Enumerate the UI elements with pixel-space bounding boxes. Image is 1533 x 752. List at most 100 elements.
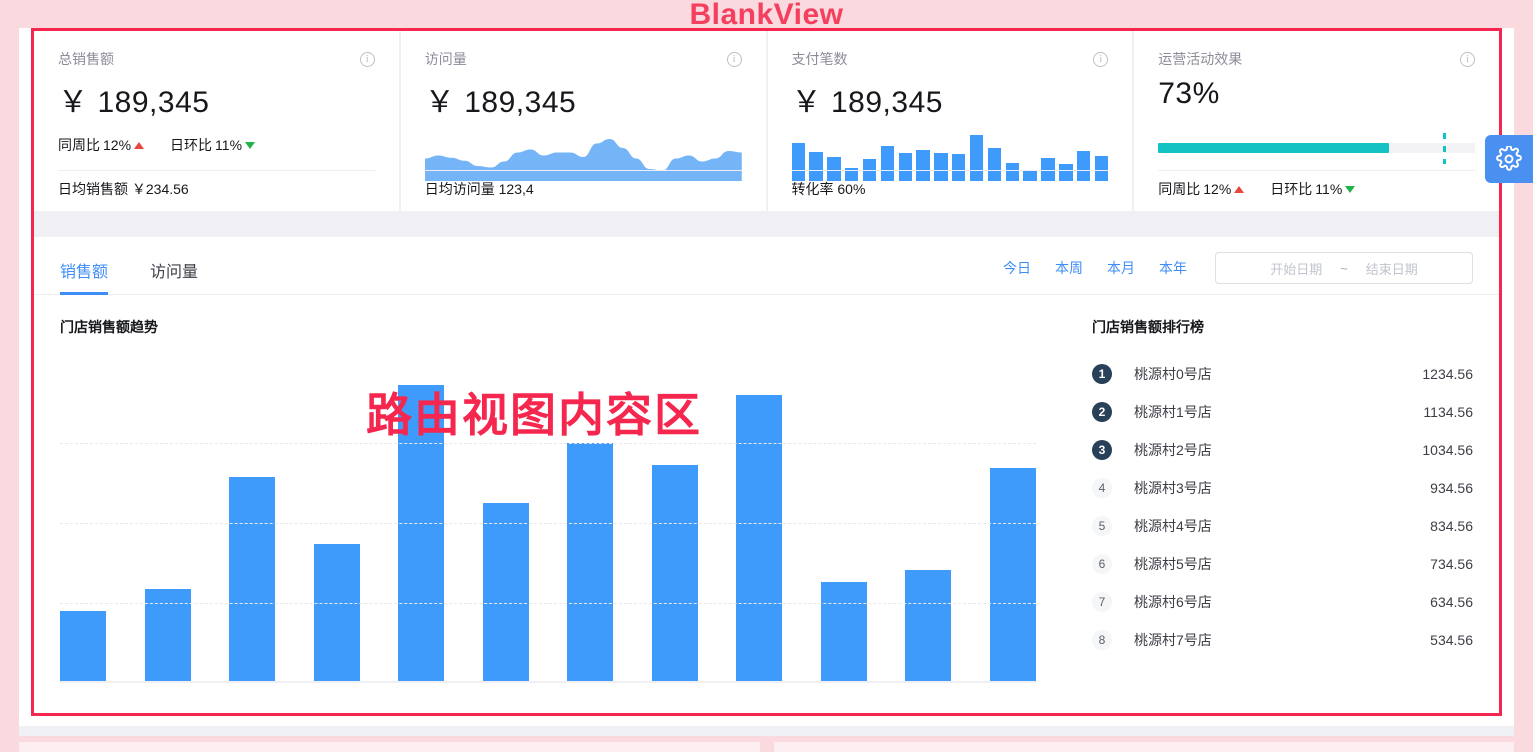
rank-amount: 634.56 — [1430, 594, 1473, 610]
ranking-row[interactable]: 4 桃源村3号店 934.56 — [1092, 469, 1473, 507]
rank-badge: 1 — [1092, 364, 1112, 384]
card-footer: 日均销售额 ￥234.56 — [58, 179, 189, 199]
mini-bar — [1094, 155, 1109, 181]
mini-bar — [987, 148, 1002, 181]
main-panel: 销售额 访问量 今日 本周 本月 本年 开始日期 ~ 结束日期 — [34, 237, 1499, 713]
trend-row: 同周比 12% 日环比 11% — [58, 135, 375, 155]
panel-content: 门店销售额趋势 门店销售额排行榜 1 桃源村0号店 1234.56 2 桃源村1号店 11… — [34, 295, 1499, 683]
chart-bar — [398, 385, 445, 681]
date-range-picker[interactable]: 开始日期 ~ 结束日期 — [1215, 252, 1473, 284]
chart-bars — [60, 363, 1036, 681]
mini-bar — [1005, 162, 1019, 181]
arrow-up-icon — [134, 141, 145, 149]
ghost-card — [19, 742, 760, 752]
ranking-row[interactable]: 6 桃源村5号店 734.56 — [1092, 545, 1473, 583]
rank-store-name: 桃源村0号店 — [1134, 366, 1212, 382]
ranking-list: 1 桃源村0号店 1234.56 2 桃源村1号店 1134.56 3 桃源村2号店 1034.… — [1092, 355, 1473, 659]
date-start-input[interactable]: 开始日期 — [1270, 261, 1323, 277]
info-icon[interactable]: i — [359, 51, 375, 67]
chart-bar — [736, 394, 783, 681]
stat-cards-row: 总销售额 i ￥ 189,345 同周比 12% — [34, 31, 1499, 211]
card-value: 73% — [1158, 77, 1475, 111]
ranking-row[interactable]: 2 桃源村1号店 1134.56 — [1092, 393, 1473, 431]
info-icon[interactable]: i — [726, 51, 742, 67]
trend-value: 11% — [1315, 181, 1343, 197]
trend-label: 日环比 — [170, 137, 213, 153]
footer-value: ￥234.56 — [131, 181, 189, 197]
value-number: 189,345 — [464, 86, 577, 119]
mini-bar — [1041, 158, 1055, 181]
arrow-up-icon — [1234, 185, 1245, 193]
range-this-month[interactable]: 本月 — [1107, 260, 1135, 276]
mini-bar — [898, 153, 912, 181]
bottom-strip — [19, 726, 1514, 736]
trend-day-over-day: 日环比 11% — [1270, 179, 1356, 199]
card-header: 总销售额 i — [58, 49, 375, 69]
card-footer: 同周比 12% 日环比 11% — [1158, 179, 1356, 199]
date-end-input[interactable]: 结束日期 — [1365, 261, 1418, 277]
range-today[interactable]: 今日 — [1003, 260, 1031, 276]
card-header: 运营活动效果 i — [1158, 49, 1475, 69]
rank-amount: 1034.56 — [1422, 442, 1473, 458]
info-icon[interactable]: i — [1093, 51, 1109, 67]
value-number: 189,345 — [831, 86, 943, 119]
footer-value: 123,4 — [498, 181, 534, 197]
card-header: 支付笔数 i — [792, 49, 1109, 69]
rank-badge: 4 — [1092, 478, 1112, 498]
chart-bar — [567, 442, 614, 681]
range-this-year[interactable]: 本年 — [1159, 260, 1187, 276]
footer-label: 日均销售额 — [58, 181, 128, 197]
card-middle — [424, 135, 742, 181]
card-header: 访问量 i — [425, 49, 742, 69]
rank-badge: 3 — [1092, 440, 1112, 460]
mini-bar — [880, 145, 895, 181]
mini-bar — [916, 149, 930, 181]
mini-bar — [1023, 171, 1037, 181]
mini-bar — [845, 167, 859, 181]
footer-label: 转化率 — [791, 181, 834, 197]
mini-bar — [1077, 150, 1091, 181]
stat-card-total-sales[interactable]: 总销售额 i ￥ 189,345 同周比 12% — [34, 31, 399, 211]
stat-card-visits[interactable]: 访问量 i ￥ 189,345 日均访问量 123,4 — [400, 31, 766, 211]
rank-store-name: 桃源村1号店 — [1134, 404, 1212, 420]
ranking-row[interactable]: 5 桃源村4号店 834.56 — [1092, 507, 1473, 545]
tab-visits[interactable]: 访问量 — [150, 264, 199, 281]
range-this-week[interactable]: 本周 — [1055, 260, 1083, 276]
card-middle: 同周比 12% 日环比 11% — [58, 135, 375, 181]
tab-sales[interactable]: 销售额 — [60, 258, 109, 295]
divider — [58, 170, 375, 171]
chart-title: 门店销售额趋势 — [60, 319, 158, 335]
rank-badge: 5 — [1092, 516, 1112, 536]
ranking-column: 门店销售额排行榜 1 桃源村0号店 1234.56 2 桃源村1号店 1134.56 3 桃源… — [1050, 317, 1473, 683]
card-title: 访问量 — [424, 51, 467, 67]
chart-bar — [313, 544, 360, 681]
chart-gridline — [60, 603, 1036, 604]
area-path — [424, 139, 742, 181]
settings-drawer-handle[interactable] — [1485, 135, 1533, 183]
chart-bar — [144, 588, 191, 681]
toolbar-right: 今日 本周 本月 本年 开始日期 ~ 结束日期 — [1003, 252, 1473, 294]
card-title: 运营活动效果 — [1158, 51, 1243, 67]
trend-week-over-week: 同周比 12% — [1158, 179, 1245, 199]
ranking-row[interactable]: 7 桃源村6号店 634.56 — [1092, 583, 1473, 621]
ranking-row[interactable]: 3 桃源村2号店 1034.56 — [1092, 431, 1473, 469]
chart-gridline — [60, 523, 1036, 524]
card-value: ￥ 189,345 — [792, 77, 1109, 121]
card-middle — [791, 135, 1109, 181]
ranking-row[interactable]: 8 桃源村7号店 534.56 — [1092, 621, 1473, 659]
rank-store-name: 桃源村7号店 — [1134, 632, 1212, 648]
chart-bar — [905, 569, 952, 681]
chart-bar — [482, 502, 529, 681]
card-footer: 转化率 60% — [792, 179, 866, 199]
rank-amount: 534.56 — [1430, 632, 1473, 648]
divider — [1158, 170, 1475, 171]
stat-card-campaign[interactable]: 运营活动效果 i 73% — [1134, 31, 1499, 211]
rank-badge: 6 — [1092, 554, 1112, 574]
route-view-container: 总销售额 i ￥ 189,345 同周比 12% — [31, 28, 1502, 716]
stat-card-payments[interactable]: 支付笔数 i ￥ 189,345 转化率 60% — [767, 31, 1133, 211]
section-gap — [34, 211, 1499, 237]
info-icon[interactable]: i — [1460, 51, 1475, 67]
ranking-row[interactable]: 1 桃源村0号店 1234.56 — [1092, 355, 1473, 393]
chart-axis — [60, 681, 1036, 683]
